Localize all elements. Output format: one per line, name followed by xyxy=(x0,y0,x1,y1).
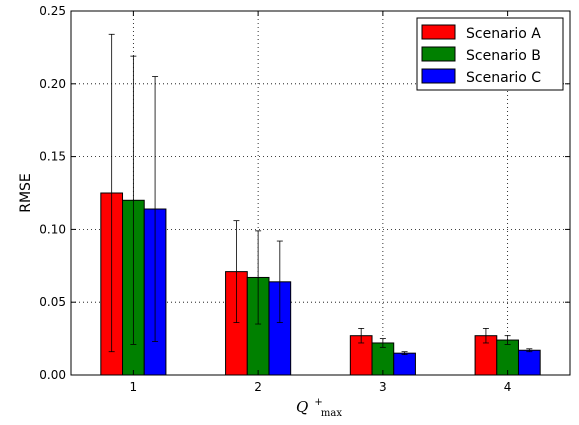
x-axis-label-superscript: + xyxy=(314,397,322,408)
bar-groups xyxy=(100,192,541,376)
y-tick-label: 0.15 xyxy=(39,150,66,164)
axis-ticks: 0.00 0.05 0.10 0.15 0.20 0.25 1 2 3 4 xyxy=(39,4,570,394)
bar xyxy=(393,352,416,376)
x-axis-label-symbol: Q xyxy=(296,398,308,416)
y-tick-label: 0.05 xyxy=(39,295,66,309)
legend-swatch xyxy=(421,68,456,84)
y-tick-label: 0.10 xyxy=(39,222,66,236)
legend-label: Scenario A xyxy=(466,26,541,42)
legend: Scenario A Scenario B Scenario C xyxy=(416,17,564,91)
error-bars xyxy=(108,33,533,356)
x-axis-label-subscript: max xyxy=(321,408,342,419)
y-tick-label: 0.25 xyxy=(39,4,66,18)
y-axis-label: RMSE xyxy=(18,173,34,213)
x-tick-label: 2 xyxy=(254,380,262,394)
x-tick-label: 4 xyxy=(504,380,512,394)
legend-swatch xyxy=(421,24,456,40)
bar xyxy=(496,339,519,376)
x-axis-label: Q + max xyxy=(296,390,342,419)
y-tick-label: 0.20 xyxy=(39,77,66,91)
legend-label: Scenario B xyxy=(466,48,541,64)
x-tick-label: 1 xyxy=(130,380,138,394)
plot-frame xyxy=(70,10,571,376)
legend-swatch xyxy=(421,46,456,62)
legend-label: Scenario C xyxy=(466,70,541,86)
bar xyxy=(517,349,541,376)
x-tick-label: 3 xyxy=(379,380,387,394)
y-tick-label: 0.00 xyxy=(39,368,66,382)
